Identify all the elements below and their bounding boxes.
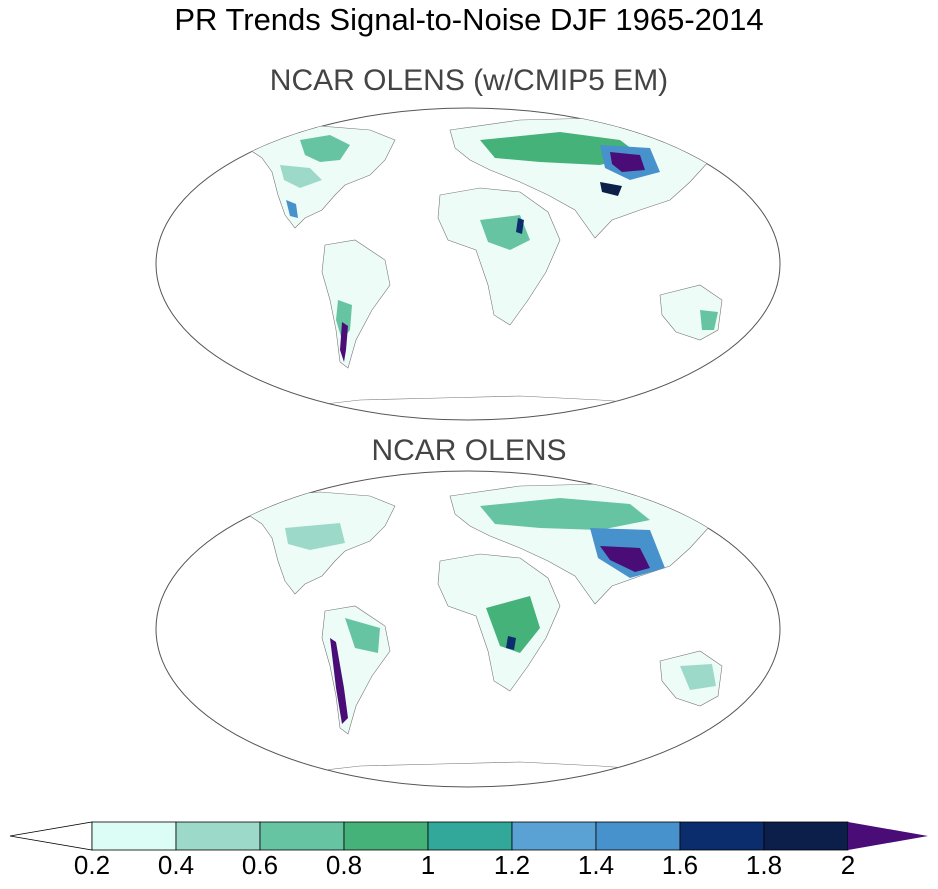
- region-australia-green: [680, 664, 716, 690]
- land-south-america: [321, 239, 391, 369]
- region-mexico-blue: [286, 200, 298, 218]
- colorbar-tick-label: 2: [840, 850, 856, 880]
- colorbar-bin: [763, 821, 849, 851]
- colorbar-bin: [427, 821, 513, 851]
- colorbar-tick-label: 1.2: [493, 850, 531, 880]
- region-asia-purple: [600, 546, 650, 572]
- colorbar-bin: [91, 821, 177, 851]
- colorbar-bin: [679, 821, 765, 851]
- map-panel-top: [155, 107, 781, 421]
- region-siberia-purple: [610, 152, 645, 172]
- colorbar-bin: [259, 821, 345, 851]
- panel-title-bottom: NCAR OLENS: [371, 434, 567, 467]
- region-eurasia-green: [480, 132, 640, 165]
- colorbar-tick-label: 0.4: [157, 850, 195, 880]
- colorbar-tick-label: 0.2: [73, 850, 111, 880]
- panel-title-top: NCAR OLENS (w/CMIP5 EM): [269, 64, 669, 97]
- region-na-teal: [285, 523, 345, 550]
- colorbar-tick-label: 1: [420, 850, 436, 880]
- region-africa-blue: [506, 636, 516, 650]
- colorbar-bin: [595, 821, 681, 851]
- colorbar-bin: [175, 821, 261, 851]
- colorbar-tick-label: 1.8: [745, 850, 783, 880]
- region-na-green: [300, 135, 350, 162]
- map-panel-bottom: [155, 470, 781, 788]
- region-andes-purple: [340, 322, 348, 362]
- colorbar-bin: [343, 821, 429, 851]
- region-na-teal: [280, 165, 322, 188]
- region-africa-green: [486, 596, 540, 653]
- region-eurasia-green: [480, 498, 650, 530]
- land-africa: [437, 187, 561, 326]
- figure-title: PR Trends Signal-to-Noise DJF 1965-2014: [174, 2, 764, 37]
- colorbar-above-triangle: [848, 822, 928, 850]
- colorbar-tick-label: 0.8: [325, 850, 363, 880]
- region-sa-green: [345, 618, 380, 653]
- colorbar-below-triangle: [9, 821, 93, 851]
- colorbar: [9, 821, 928, 851]
- region-australia-green: [700, 310, 718, 330]
- colorbar-tick-label: 1.4: [577, 850, 615, 880]
- colorbar-tick-label: 0.6: [241, 850, 279, 880]
- region-africa-blue: [516, 218, 524, 234]
- region-andes-purple: [330, 638, 348, 724]
- region-sa-green: [336, 300, 352, 340]
- colorbar-tick-label: 1.6: [661, 850, 699, 880]
- region-tibet-dark: [600, 182, 622, 196]
- colorbar-bin: [511, 821, 597, 851]
